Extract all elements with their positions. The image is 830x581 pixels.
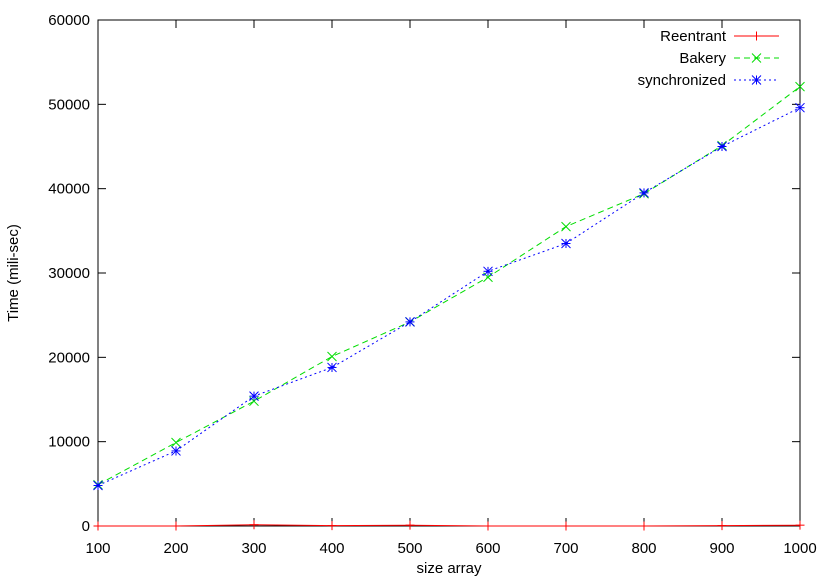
point-bakery-marker-stroke — [327, 351, 337, 362]
series-reentrant — [93, 520, 805, 531]
point-reentrant-marker — [405, 520, 415, 530]
x-tick-label: 400 — [319, 540, 344, 557]
x-tick-label: 300 — [241, 540, 266, 557]
point-reentrant-marker — [171, 521, 181, 531]
series-bakery — [93, 81, 805, 490]
point-synchronized-marker — [405, 317, 415, 327]
point-synchronized-marker-stroke — [639, 188, 649, 198]
point-synchronized-marker — [171, 446, 181, 456]
x-tick-label: 900 — [709, 540, 734, 557]
y-axis-label: Time (mili-sec) — [5, 224, 22, 322]
series-line-synchronized — [97, 107, 801, 486]
plot-frame — [97, 19, 801, 527]
legend-label: Bakery — [679, 50, 726, 67]
axis-ticks: 0 10000 20000 30000 40000 50000 60000 100 200 300… — [48, 12, 816, 557]
point-synchronized-marker — [327, 362, 337, 373]
legend-label: synchronized — [638, 72, 726, 89]
x-tick-label: 100 — [85, 540, 110, 557]
point-synchronized-marker-stroke — [717, 141, 727, 152]
point-synchronized-marker — [717, 141, 727, 152]
y-tick-label: 20000 — [48, 349, 90, 366]
x-tick-label: 200 — [163, 540, 188, 557]
legend: Reentrant Bakery synchronized — [638, 28, 779, 89]
point-synchronized-marker — [249, 391, 259, 401]
point-synchronized-marker-stroke — [171, 446, 181, 456]
point-bakery-marker — [171, 437, 181, 448]
y-tick-label: 50000 — [48, 96, 90, 113]
point-synchronized-marker-stroke — [483, 266, 493, 277]
legend-item-reentrant: Reentrant — [660, 28, 779, 45]
legend-synchronized-marker — [751, 75, 762, 85]
point-bakery-marker-stroke — [171, 437, 181, 448]
x-axis-label: size array — [416, 560, 482, 577]
point-synchronized-marker-stroke — [249, 391, 259, 401]
legend-bakery-marker-stroke — [751, 53, 762, 63]
point-bakery-marker-stroke — [561, 221, 571, 232]
point-reentrant-marker — [327, 521, 337, 531]
point-reentrant-marker — [249, 520, 259, 530]
y-tick-label: 60000 — [48, 12, 90, 29]
point-reentrant-marker — [93, 521, 103, 531]
x-tick-label: 700 — [553, 540, 578, 557]
legend-item-synchronized: synchronized — [638, 72, 779, 89]
legend-bakery-marker — [751, 53, 762, 63]
series-line-bakery — [97, 86, 801, 486]
y-tick-label: 0 — [82, 518, 90, 535]
legend-item-bakery: Bakery — [679, 50, 779, 67]
point-reentrant-marker — [795, 520, 805, 530]
point-synchronized-marker — [639, 188, 649, 198]
y-tick-label: 30000 — [48, 265, 90, 282]
series-synchronized — [93, 102, 805, 491]
point-synchronized-marker — [93, 480, 103, 491]
point-bakery-marker — [561, 221, 571, 232]
legend-label: Reentrant — [660, 28, 727, 45]
series-layer — [93, 81, 805, 531]
series-line-reentrant — [98, 524, 801, 527]
point-bakery-marker-stroke — [249, 396, 259, 407]
point-bakery-marker — [327, 351, 337, 362]
point-synchronized-marker — [561, 238, 571, 249]
point-reentrant-marker — [717, 521, 727, 531]
point-reentrant-marker — [483, 521, 493, 531]
legend-reentrant-marker — [752, 31, 761, 41]
point-synchronized-marker — [483, 266, 493, 277]
x-tick-label: 500 — [397, 540, 422, 557]
point-synchronized-marker — [795, 102, 805, 113]
x-tick-label: 800 — [631, 540, 656, 557]
point-synchronized-marker-stroke — [405, 317, 415, 327]
legend-synchronized-marker-stroke — [751, 75, 762, 85]
point-synchronized-marker-stroke — [327, 362, 337, 373]
point-synchronized-marker-stroke — [93, 480, 103, 491]
point-bakery-marker-stroke — [795, 81, 805, 92]
x-tick-label: 1000 — [783, 540, 816, 557]
point-bakery-marker — [249, 396, 259, 407]
point-reentrant-marker — [639, 521, 649, 531]
point-reentrant-marker — [561, 521, 571, 531]
point-bakery-marker — [795, 81, 805, 92]
y-tick-label: 40000 — [48, 181, 90, 198]
y-tick-label: 10000 — [48, 434, 90, 451]
point-synchronized-marker-stroke — [795, 102, 805, 113]
x-tick-label: 600 — [475, 540, 500, 557]
point-synchronized-marker-stroke — [561, 238, 571, 249]
